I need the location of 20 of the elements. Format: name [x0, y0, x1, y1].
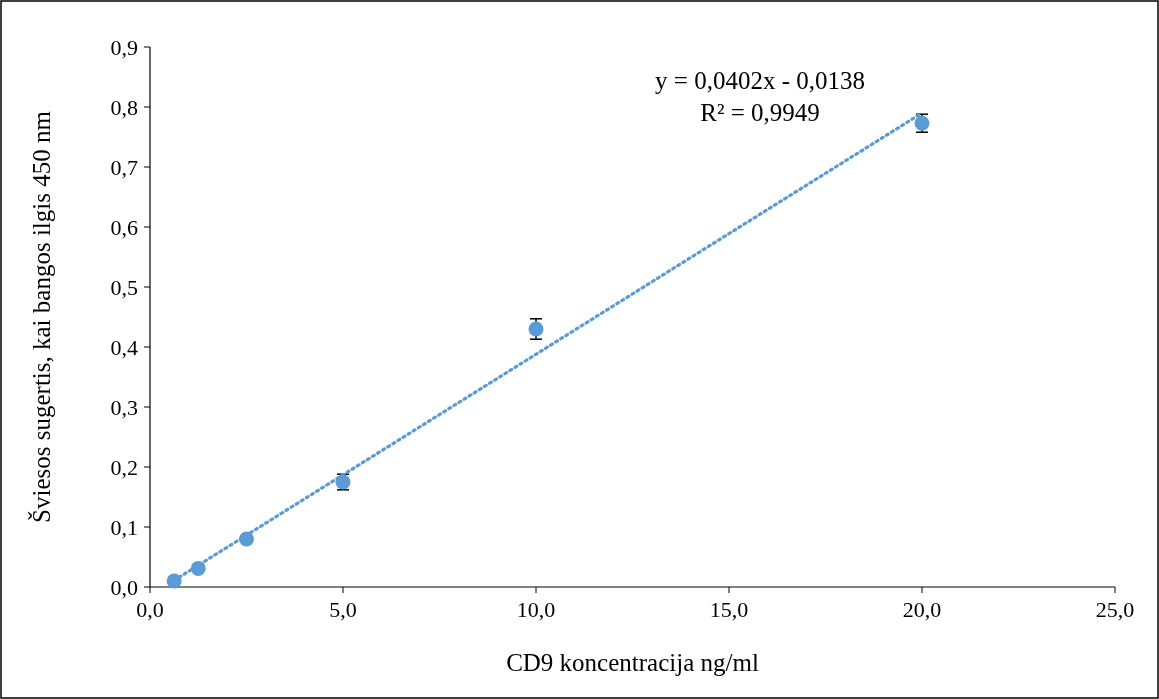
x-tick-label: 10,0: [516, 597, 556, 622]
y-tick-label: 0,5: [110, 274, 138, 300]
annotation: R² = 0,9949: [700, 99, 820, 126]
x-tick-label: 25,0: [1095, 597, 1135, 622]
x-tick-label: 15,0: [709, 597, 749, 622]
x-tick-label: 5,0: [329, 597, 357, 622]
x-axis-title: CD9 koncentracija ng/ml: [506, 649, 759, 676]
y-tick-label: 0,4: [110, 334, 138, 360]
y-tick-label: 0,6: [110, 214, 138, 240]
y-tick-label: 0,0: [110, 574, 138, 600]
y-tick-label: 0,1: [110, 514, 138, 540]
y-tick-label: 0,8: [110, 94, 138, 120]
y-tick-label: 0,3: [110, 394, 138, 420]
y-tick-label: 0,2: [110, 454, 138, 480]
y-axis-title: Šviesos sugertis, kai bangos ilgis 450 nm: [27, 110, 55, 523]
x-tick-label: 0,0: [136, 597, 164, 622]
y-tick-label: 0,9: [110, 34, 138, 60]
y-tick-label: 0,7: [110, 154, 138, 180]
annotation: y = 0,0402x - 0,0138: [655, 67, 865, 94]
x-tick-label: 20,0: [902, 597, 942, 622]
